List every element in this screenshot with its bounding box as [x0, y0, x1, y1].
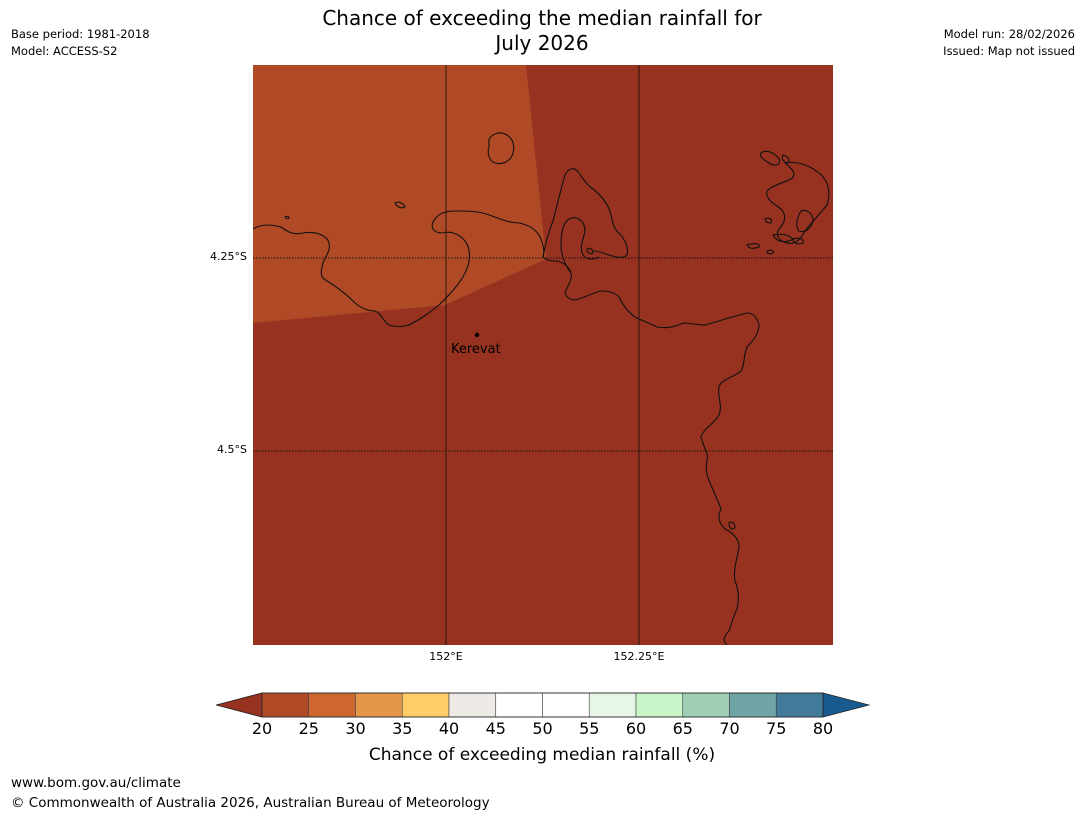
colorbar-tick-label: 35	[392, 719, 413, 738]
footer-copyright: © Commonwealth of Australia 2026, Austra…	[11, 795, 490, 811]
lat-label-4-5: 4.5°S	[217, 443, 247, 456]
title-line-2: July 2026	[495, 31, 589, 55]
map-title: Chance of exceeding the median rainfall …	[242, 6, 842, 56]
colorbar-svg	[214, 692, 871, 718]
lat-label-4-25: 4.25°S	[210, 250, 247, 263]
colorbar-cell	[542, 692, 590, 718]
issued-status: Issued: Map not issued	[943, 44, 1075, 58]
colorbar-cell	[635, 692, 684, 718]
colorbar-tick-label: 50	[532, 719, 553, 738]
colorbar-extend-high	[822, 692, 871, 718]
town-marker[interactable]	[474, 332, 480, 338]
map-svg[interactable]	[253, 65, 833, 645]
colorbar-cell	[355, 692, 403, 718]
colorbar-tick-label: 70	[719, 719, 740, 738]
colorbar-tick-label: 25	[298, 719, 319, 738]
colorbar-cell	[495, 692, 543, 718]
colorbar-cell	[729, 692, 777, 718]
colorbar-tick-label: 40	[438, 719, 460, 738]
colorbar-tick-label: 45	[485, 719, 506, 738]
colorbar-tick-label: 30	[345, 719, 366, 738]
footer-url[interactable]: www.bom.gov.au/climate	[11, 775, 181, 791]
meta-left: Base period: 1981-2018 Model: ACCESS-S2	[11, 26, 150, 60]
colorbar-label: Chance of exceeding median rainfall (%)	[368, 745, 716, 765]
colorbar-cell	[308, 692, 356, 718]
lon-label-152-25: 152.25°E	[613, 650, 665, 663]
colorbar-tick-label: 80	[812, 719, 834, 738]
map-area[interactable]	[253, 65, 833, 645]
colorbar-tick-label: 60	[625, 719, 647, 738]
colorbar	[214, 692, 871, 724]
colorbar-cell	[588, 692, 637, 718]
colorbar-tick-label: 75	[766, 719, 787, 738]
model-name: Model: ACCESS-S2	[11, 44, 118, 58]
coastline	[253, 132, 830, 645]
colorbar-cell	[401, 692, 450, 718]
meta-right: Model run: 28/02/2026 Issued: Map not is…	[943, 26, 1075, 60]
colorbar-outline	[261, 692, 824, 718]
colorbar-cell	[261, 692, 310, 718]
colorbar-cell	[448, 692, 497, 718]
model-run: Model run: 28/02/2026	[943, 27, 1075, 41]
colorbar-cell	[682, 692, 730, 718]
base-period: Base period: 1981-2018	[11, 27, 150, 41]
colorbar-extend-low	[214, 692, 263, 718]
town-label: Kerevat	[451, 342, 501, 357]
colorbar-tick-label: 20	[251, 719, 273, 738]
lon-label-152: 152°E	[429, 650, 463, 663]
colorbar-tick-label: 65	[672, 719, 693, 738]
colorbar-tick-label: 55	[579, 719, 600, 738]
colorbar-cell	[775, 692, 824, 718]
title-line-1: Chance of exceeding the median rainfall …	[322, 6, 762, 30]
